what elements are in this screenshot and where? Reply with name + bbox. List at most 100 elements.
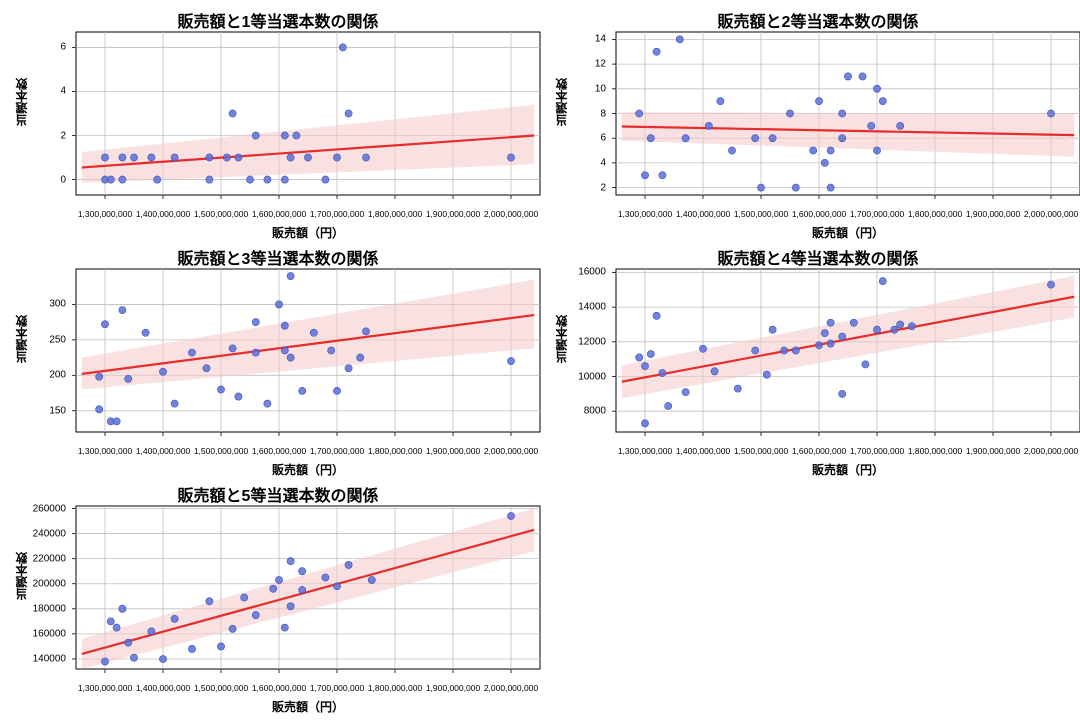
data-point [206, 598, 213, 605]
data-point [839, 110, 846, 117]
data-point [507, 512, 514, 519]
scatter-plot [76, 269, 540, 432]
data-point [171, 400, 178, 407]
data-point [322, 176, 329, 183]
data-point [304, 154, 311, 161]
data-point [879, 98, 886, 105]
data-point [333, 583, 340, 590]
data-point [647, 135, 654, 142]
data-point [769, 326, 776, 333]
chart-title: 販売額と4等当選本数の関係 [548, 245, 1080, 269]
x-tick-labels: 1,300,000,0001,400,000,0001,500,000,0001… [76, 446, 540, 460]
data-point [101, 658, 108, 665]
data-point [275, 301, 282, 308]
empty-panel [548, 482, 1080, 719]
y-tick-labels: 2468101214 [548, 32, 610, 195]
data-point [636, 354, 643, 361]
data-point [810, 147, 817, 154]
data-point [850, 319, 857, 326]
data-point [299, 568, 306, 575]
data-point [711, 368, 718, 375]
data-point [362, 154, 369, 161]
data-point [357, 354, 364, 361]
data-point [897, 321, 904, 328]
data-point [96, 406, 103, 413]
y-tick-labels: 0246 [8, 32, 70, 195]
scatter-plot [616, 32, 1080, 195]
data-point [333, 154, 340, 161]
data-point [241, 594, 248, 601]
data-point [101, 154, 108, 161]
chart-title: 販売額と1等当選本数の関係 [8, 8, 548, 32]
x-axis-label: 販売額（円） [616, 224, 1080, 241]
data-point [1047, 110, 1054, 117]
data-point [148, 628, 155, 635]
chart-title: 販売額と2等当選本数の関係 [548, 8, 1080, 32]
data-point [705, 122, 712, 129]
data-point [113, 624, 120, 631]
data-point [101, 321, 108, 328]
data-point [653, 48, 660, 55]
data-point [682, 389, 689, 396]
data-point [217, 386, 224, 393]
data-point [728, 147, 735, 154]
data-point [717, 98, 724, 105]
data-point [252, 132, 259, 139]
data-point [641, 363, 648, 370]
data-point [203, 365, 210, 372]
data-point [1047, 281, 1054, 288]
data-point [159, 368, 166, 375]
data-point [229, 345, 236, 352]
data-point [862, 361, 869, 368]
data-point [891, 326, 898, 333]
data-point [659, 369, 666, 376]
data-point [339, 44, 346, 51]
data-point [252, 319, 259, 326]
scatter-plot [76, 506, 540, 669]
data-point [345, 110, 352, 117]
data-point [763, 371, 770, 378]
data-point [641, 420, 648, 427]
data-point [281, 176, 288, 183]
data-point [130, 154, 137, 161]
data-point [113, 418, 120, 425]
data-point [235, 393, 242, 400]
data-point [345, 561, 352, 568]
data-point [148, 154, 155, 161]
data-point [699, 345, 706, 352]
x-tick-labels: 1,300,000,0001,400,000,0001,500,000,0001… [76, 209, 540, 223]
data-point [107, 176, 114, 183]
data-point [171, 154, 178, 161]
data-point [142, 329, 149, 336]
data-point [96, 373, 103, 380]
data-point [235, 154, 242, 161]
data-point [781, 347, 788, 354]
chart-panel-4: 販売額と4等当選本数の関係当選本数販売額（円）1,300,000,0001,40… [548, 245, 1080, 482]
data-point [827, 319, 834, 326]
data-point [345, 365, 352, 372]
chart-panel-3: 販売額と3等当選本数の関係当選本数販売額（円）1,300,000,0001,40… [8, 245, 548, 482]
data-point [827, 340, 834, 347]
x-tick-labels: 1,300,000,0001,400,000,0001,500,000,0001… [616, 446, 1080, 460]
data-point [119, 605, 126, 612]
data-point [507, 154, 514, 161]
data-point [665, 402, 672, 409]
data-point [647, 350, 654, 357]
x-tick-labels: 1,300,000,0001,400,000,0001,500,000,0001… [76, 683, 540, 697]
data-point [839, 333, 846, 340]
chart-title: 販売額と3等当選本数の関係 [8, 245, 548, 269]
data-point [246, 176, 253, 183]
data-point [281, 132, 288, 139]
data-point [653, 312, 660, 319]
data-point [206, 176, 213, 183]
data-point [879, 278, 886, 285]
data-point [873, 147, 880, 154]
data-point [287, 603, 294, 610]
data-point [287, 154, 294, 161]
data-point [270, 585, 277, 592]
data-point [815, 342, 822, 349]
data-point [844, 73, 851, 80]
data-point [636, 110, 643, 117]
data-point [873, 85, 880, 92]
data-point [507, 358, 514, 365]
